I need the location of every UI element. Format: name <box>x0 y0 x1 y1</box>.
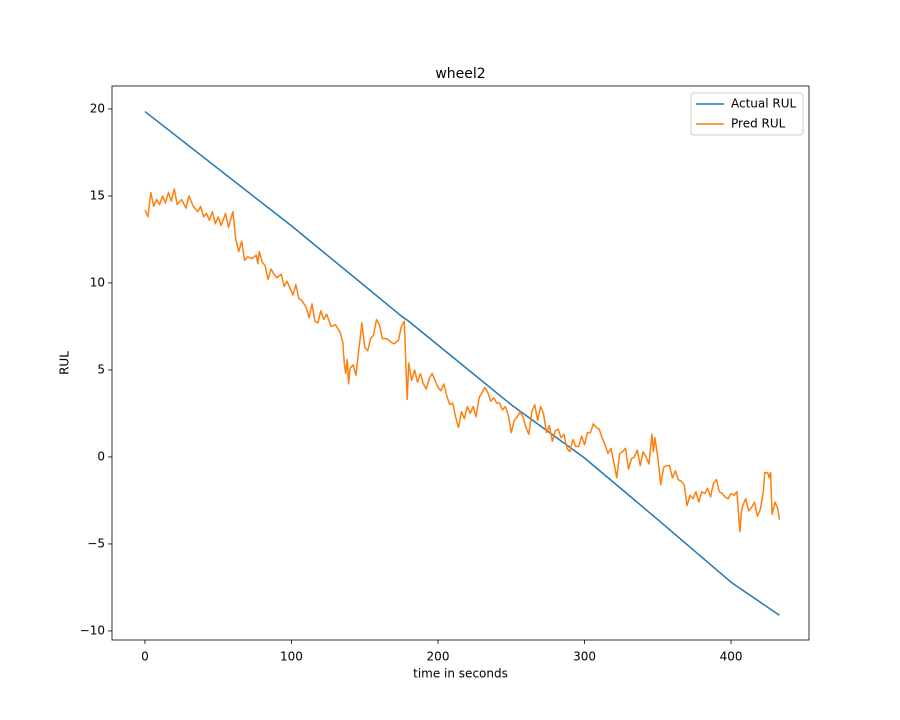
y-tick-label: −10 <box>80 623 105 637</box>
data-line <box>144 188 781 533</box>
legend-label: Actual RUL <box>731 97 797 111</box>
y-tick-label: −5 <box>87 536 105 550</box>
x-tick-label: 300 <box>573 650 596 664</box>
x-tick-label: 400 <box>720 650 743 664</box>
y-axis-label: RUL <box>58 351 72 375</box>
x-axis-label: time in seconds <box>413 667 508 681</box>
y-tick-label: 5 <box>97 362 105 376</box>
legend-label: Pred RUL <box>731 117 786 131</box>
y-tick-label: 0 <box>97 449 105 463</box>
y-tick-label: 10 <box>90 275 105 289</box>
x-tick-label: 100 <box>280 650 303 664</box>
chart-title: wheel2 <box>435 66 485 82</box>
y-tick-label: 15 <box>90 188 105 202</box>
data-line <box>144 110 780 616</box>
x-tick-label: 200 <box>427 650 450 664</box>
y-tick-label: 20 <box>90 101 105 115</box>
plot-frame <box>111 85 810 641</box>
x-tick-label: 0 <box>141 650 149 664</box>
